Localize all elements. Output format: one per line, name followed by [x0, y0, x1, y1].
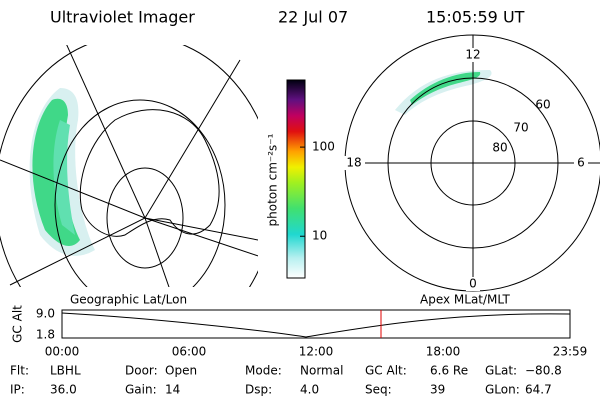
info-value: 4.0 — [300, 383, 319, 397]
info-label: GLon: — [485, 383, 520, 397]
info-value: 14 — [165, 383, 180, 397]
mlt-label: 6 — [577, 156, 585, 170]
polar-plot — [344, 34, 600, 292]
lat-label: 80 — [492, 141, 507, 155]
info-value: −80.8 — [525, 364, 562, 378]
info-value: Open — [165, 364, 197, 378]
altitude-xticks: 00:00 06:00 12:00 18:00 23:59 — [45, 345, 588, 359]
lat-label: 70 — [513, 121, 528, 135]
geographic-image — [0, 45, 258, 287]
lat-label: 60 — [535, 98, 550, 112]
info-label: IP: — [10, 383, 25, 397]
info-label: Door: — [125, 364, 158, 378]
mlt-label: 18 — [346, 156, 361, 170]
info-value: Normal — [300, 364, 343, 378]
altitude-curve — [61, 312, 571, 338]
info-value: LBHL — [50, 364, 81, 378]
polar-label: Apex MLat/MLT — [420, 293, 510, 307]
left-panel-label: Geographic Lat/Lon — [70, 293, 187, 307]
info-label: Seq: — [365, 383, 392, 397]
date: 22 Jul 07 — [278, 8, 348, 27]
info-value: 64.7 — [525, 383, 552, 397]
altitude-xtick: 06:00 — [172, 345, 207, 359]
info-label: Mode: — [245, 364, 282, 378]
mlt-label: 12 — [465, 48, 480, 62]
altitude-xtick: 23:59 — [553, 345, 588, 359]
info-label: Dsp: — [245, 383, 272, 397]
colorbar-tick-label: 100 — [312, 140, 335, 154]
colorbar-tick-label: 10 — [312, 229, 327, 243]
altitude-plot-frame — [61, 309, 571, 339]
colorbar-ticks: 10 100 — [300, 140, 335, 243]
mlt-label: 0 — [469, 277, 477, 291]
info-label: GC Alt: — [365, 364, 407, 378]
altitude-ylabel: GC Alt — [11, 305, 25, 343]
colorbar — [286, 79, 306, 279]
altitude-xtick: 00:00 — [45, 345, 80, 359]
info-value: 39 — [430, 383, 445, 397]
altitude-ytick: 1.8 — [36, 328, 55, 342]
altitude-xtick: 12:00 — [299, 345, 334, 359]
time: 15:05:59 UT — [426, 8, 525, 27]
title: Ultraviolet Imager — [50, 8, 195, 27]
altitude-ytick: 9.0 — [36, 307, 55, 321]
info-value: 6.6 Re — [430, 364, 468, 378]
info-panel: Flt: LBHL Door: Open Mode: Normal GC Alt: 6.6 R… — [10, 364, 562, 397]
colorbar-label: photon cm⁻²s⁻¹ — [266, 133, 280, 226]
info-value: 36.0 — [50, 383, 77, 397]
altitude-xtick: 18:00 — [426, 345, 461, 359]
info-label: Gain: — [125, 383, 157, 397]
info-label: GLat: — [485, 364, 517, 378]
info-label: Flt: — [10, 364, 29, 378]
